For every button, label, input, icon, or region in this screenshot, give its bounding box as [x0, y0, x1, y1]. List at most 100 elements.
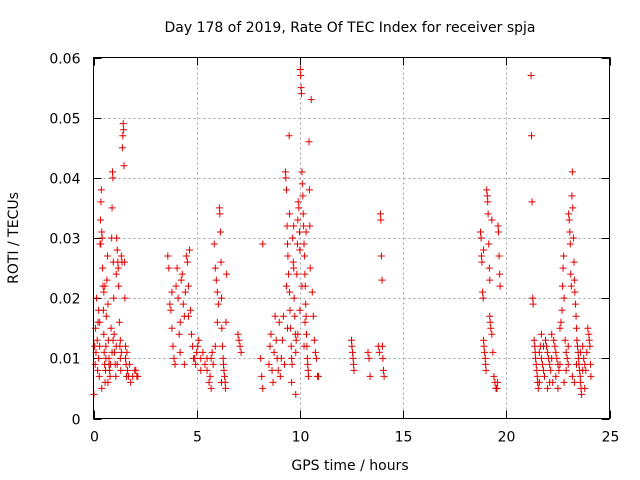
data-point: [495, 252, 503, 260]
data-point: [167, 306, 175, 314]
data-point: [534, 384, 542, 392]
data-point: [282, 282, 290, 290]
data-point: [585, 330, 593, 338]
data-point: [127, 378, 135, 386]
data-point: [379, 354, 387, 362]
data-point: [117, 366, 125, 374]
x-tick-label: 25: [602, 430, 620, 446]
data-point: [566, 228, 574, 236]
x-tick-label: 20: [498, 430, 516, 446]
data-point: [134, 372, 142, 380]
chart-title: Day 178 of 2019, Rate Of TEC Index for r…: [164, 20, 535, 36]
data-point: [485, 264, 493, 272]
data-point: [112, 372, 120, 380]
data-point: [377, 252, 385, 260]
data-point: [117, 348, 125, 356]
data-point: [295, 228, 303, 236]
data-point: [302, 312, 310, 320]
data-point: [207, 384, 215, 392]
data-point: [211, 264, 219, 272]
data-point: [490, 372, 498, 380]
data-point: [527, 132, 535, 140]
data-point: [203, 354, 211, 362]
data-point: [220, 360, 228, 368]
data-point: [563, 354, 571, 362]
data-point: [104, 252, 112, 260]
data-point: [121, 354, 129, 362]
data-point: [292, 348, 300, 356]
data-point: [562, 366, 570, 374]
data-point: [216, 210, 224, 218]
data-point: [586, 342, 594, 350]
data-point: [548, 354, 556, 362]
data-point: [192, 360, 200, 368]
x-tick-label: 5: [193, 430, 202, 446]
data-point: [121, 294, 129, 302]
data-point: [101, 282, 109, 290]
data-point: [102, 342, 110, 350]
data-point: [176, 348, 184, 356]
data-point: [294, 198, 302, 206]
data-point: [489, 348, 497, 356]
data-point: [185, 246, 193, 254]
data-point: [171, 360, 179, 368]
data-point: [268, 366, 276, 374]
data-point: [380, 372, 388, 380]
data-point: [164, 252, 172, 260]
data-point: [288, 378, 296, 386]
data-point: [121, 342, 129, 350]
x-tick-label: 15: [395, 430, 413, 446]
data-point: [305, 186, 313, 194]
data-point: [99, 264, 107, 272]
data-point: [305, 372, 313, 380]
data-point: [554, 384, 562, 392]
data-point: [365, 354, 373, 362]
data-point: [496, 282, 504, 290]
data-point: [539, 366, 547, 374]
data-point: [557, 318, 565, 326]
data-point: [532, 360, 540, 368]
data-point: [297, 84, 305, 92]
data-point: [292, 336, 300, 344]
data-point: [95, 306, 103, 314]
data-point: [569, 234, 577, 242]
data-point: [211, 342, 219, 350]
data-point: [556, 360, 564, 368]
data-point: [289, 234, 297, 242]
data-point: [203, 366, 211, 374]
data-point: [104, 300, 112, 308]
data-point: [132, 366, 140, 374]
data-point: [477, 234, 485, 242]
data-point: [102, 312, 110, 320]
data-point: [587, 372, 595, 380]
data-point: [349, 348, 357, 356]
data-point: [126, 360, 134, 368]
data-point: [109, 336, 117, 344]
data-point: [297, 72, 305, 80]
data-point: [477, 228, 484, 236]
axis-ticks: [93, 57, 611, 420]
data-point: [376, 210, 384, 218]
data-point: [478, 258, 486, 266]
data-point: [533, 366, 541, 374]
data-point: [113, 246, 121, 254]
data-point: [278, 336, 286, 344]
data-point: [277, 354, 285, 362]
data-point: [561, 336, 569, 344]
data-point: [105, 360, 113, 368]
data-point: [108, 168, 116, 176]
x-axis-label: GPS time / hours: [291, 458, 408, 474]
data-point: [286, 288, 294, 296]
data-point: [124, 366, 132, 374]
data-point: [98, 228, 106, 236]
data-point: [173, 264, 181, 272]
y-tick-label: 0.04: [49, 172, 80, 188]
data-point: [214, 300, 222, 308]
data-point: [302, 300, 310, 308]
data-point: [208, 348, 216, 356]
data-point: [298, 282, 306, 290]
data-point: [304, 366, 312, 374]
data-point: [178, 270, 186, 278]
data-point: [488, 330, 496, 338]
data-point: [299, 210, 307, 218]
